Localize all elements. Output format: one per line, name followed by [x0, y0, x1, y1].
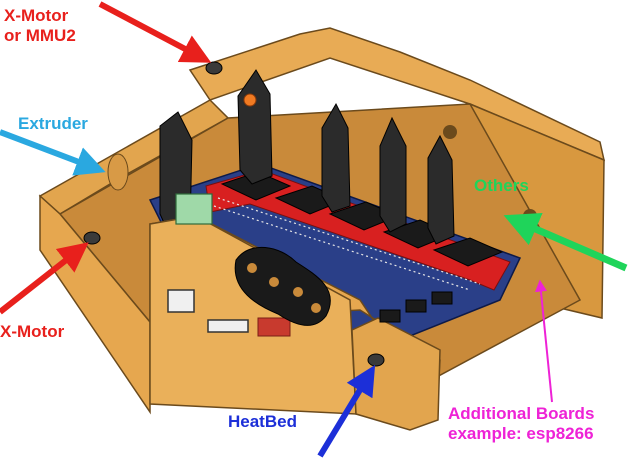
cover-plate: [234, 246, 331, 326]
arrow-heatbed: [317, 364, 376, 458]
arrow-others: [503, 213, 628, 272]
label-additional-boards-line2: example: esp8266: [448, 424, 594, 443]
label-x-motor-or-mmu2-line1: X-Motor: [4, 6, 69, 25]
cable-springs: [83, 61, 385, 367]
arrow-additional-boards: [534, 279, 553, 403]
stepper-drivers: [220, 171, 504, 267]
reset-window: [257, 317, 291, 337]
label-extruder: Extruder: [18, 114, 88, 133]
enclosure-corner-post: [351, 317, 441, 431]
label-x-motor-or-mmu2-line2: or MMU2: [4, 26, 76, 45]
expansion-headers: [379, 291, 453, 323]
sd-card-slot: [207, 319, 249, 333]
label-others: Others: [474, 176, 529, 195]
terminal-block: [175, 193, 213, 225]
arrow-x-motor-or-mmu2: [98, 1, 212, 63]
arrow-x-motor: [0, 242, 89, 315]
label-additional-boards: Additional Boards example: esp8266: [448, 404, 594, 444]
usb-port: [167, 289, 195, 313]
label-x-motor: X-Motor: [0, 322, 65, 341]
enclosure-back-wall: [188, 27, 606, 162]
driver-pin-rows: [213, 197, 481, 291]
screw-hole: [443, 125, 457, 139]
label-heatbed: HeatBed: [228, 412, 297, 431]
orange-knob: [243, 93, 257, 107]
arrow-extruder: [0, 129, 106, 176]
label-x-motor-or-mmu2: X-Motor or MMU2: [4, 6, 76, 46]
label-additional-boards-line1: Additional Boards: [448, 404, 595, 423]
